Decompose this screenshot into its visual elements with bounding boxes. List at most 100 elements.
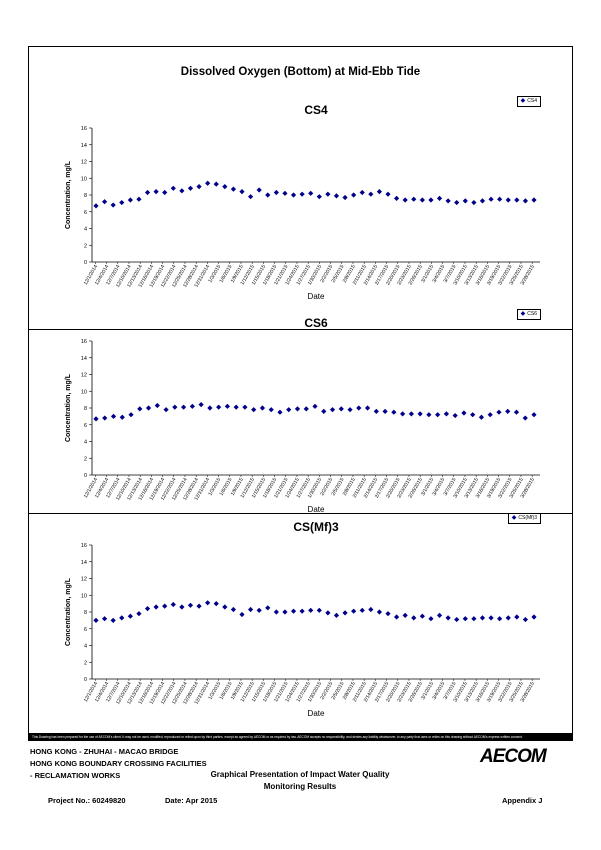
drawing-title-1: Graphical Presentation of Impact Water Q… [210,770,390,779]
data-point [163,407,169,413]
y-tick-label: 12 [81,160,87,166]
chart-cs6: CS6 0 2 4 6 8 10 12 14 16 Concentration, mg/L 12/1/… [0,305,601,525]
data-point [277,409,283,415]
data-point [144,189,151,196]
y-tick-label: 16 [81,126,87,132]
chart-legend: ◆ CS(Mf)3 [507,513,541,524]
data-point [93,416,99,422]
data-point [368,606,374,613]
data-point [119,615,125,621]
data-point [268,407,274,413]
y-tick-label: 2 [84,456,87,462]
data-point [385,191,391,197]
data-point [256,607,262,613]
y-axis-label: Concentration, mg/L [65,373,72,442]
data-point [290,192,297,198]
data-point [505,197,511,203]
data-point [408,411,414,417]
data-point [382,408,388,414]
data-point [470,412,476,418]
data-point [170,601,176,608]
chart-title: CS4 [304,103,328,117]
data-point [333,193,340,199]
data-point [496,409,502,415]
data-point [196,184,202,190]
data-point [265,605,271,611]
data-point [428,616,434,622]
data-point [321,408,327,414]
data-point [479,615,486,621]
y-tick-label: 8 [84,610,87,616]
data-point [239,611,245,618]
y-tick-label: 6 [84,627,87,633]
aecom-logo: AECOM [480,746,547,767]
project-line-1: HONG KONG - ZHUHAI - MACAO BRIDGE [30,747,179,756]
data-point [247,606,254,613]
data-point [531,614,537,620]
data-point [290,608,297,614]
data-point [347,407,353,413]
drawing-title-2: Monitoring Results [263,782,337,791]
data-point [93,617,99,623]
data-point [256,187,262,193]
data-point [179,188,185,194]
data-point [454,199,460,206]
data-point [189,403,195,409]
data-point [325,191,331,197]
y-axis-label: Concentration, mg/L [65,160,72,229]
data-point [391,409,397,415]
data-point [514,614,520,620]
data-point [187,185,194,191]
data-point [316,194,322,200]
data-point [452,412,458,419]
data-point [462,616,468,622]
data-point [351,608,357,614]
data-point [385,611,391,617]
data-point [230,186,237,192]
y-tick-label: 4 [84,227,87,233]
data-point [119,199,125,206]
y-tick-label: 14 [81,356,87,362]
data-point [110,413,117,419]
data-point [145,405,152,411]
data-point [342,610,348,616]
data-point [242,404,248,410]
data-point [333,612,340,618]
data-point [239,189,245,195]
data-point [411,196,417,202]
data-point [216,404,222,410]
y-axis-label: Concentration, mg/L [65,577,72,646]
data-point [282,190,288,196]
y-tick-label: 6 [84,423,87,429]
data-point [273,609,279,615]
legend-label: CS(Mf)3 [518,515,537,521]
legend-marker-icon: ◆ [520,98,526,104]
data-point [487,412,493,418]
legend-label: CS4 [527,98,537,104]
data-point [461,410,467,416]
data-point [402,197,408,203]
data-point [179,604,185,610]
data-point [325,610,331,616]
chart-cs4: CS4 0 2 4 6 8 10 12 14 16 Concentration, mg/L 12/1/… [0,92,601,312]
data-point [411,615,417,621]
data-point [233,404,239,410]
data-point [522,415,528,421]
data-point [338,406,344,412]
data-point [213,181,219,187]
data-point [207,405,213,411]
data-point [187,602,194,608]
data-point [136,196,142,202]
y-tick-label: 14 [81,560,87,566]
data-point [162,189,168,196]
data-point [316,607,322,613]
data-point [368,191,374,197]
data-point [359,189,365,196]
data-point [488,615,494,621]
data-point [196,603,202,609]
y-tick-label: 0 [84,677,87,683]
data-point [419,613,425,619]
data-point [462,198,468,204]
data-point [101,199,108,205]
